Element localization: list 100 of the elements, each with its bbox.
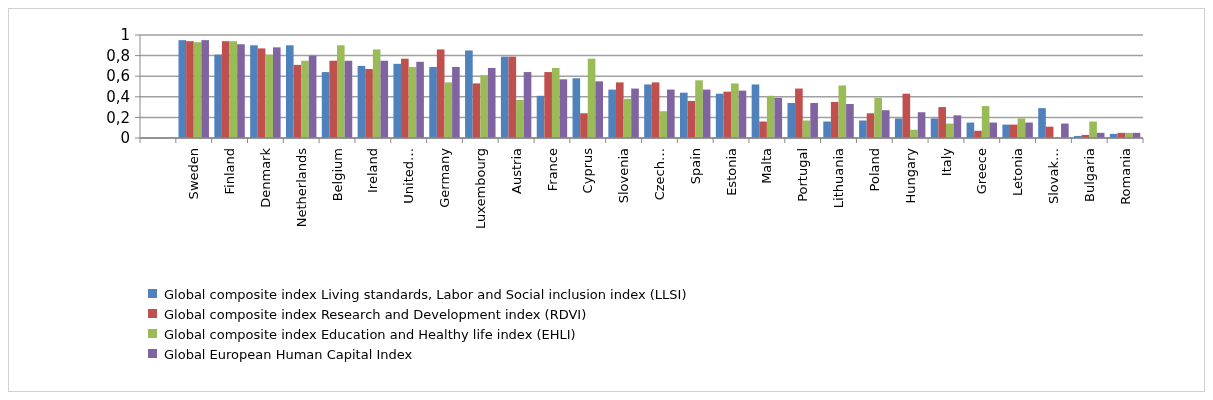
y-tick-label: 0,8 (106, 46, 130, 65)
bar (408, 66, 417, 138)
bar (810, 102, 818, 138)
bar (1002, 124, 1011, 138)
bar (487, 67, 496, 138)
bar (651, 82, 660, 138)
bar (680, 92, 688, 138)
bar (608, 89, 616, 138)
bar (551, 67, 560, 138)
bar (301, 60, 309, 138)
bar (795, 88, 803, 138)
x-tick-label: Finland (222, 148, 238, 195)
legend-label: Global composite index Living standards, Labor and Social inclusion index (LLSI) (164, 286, 687, 302)
bar (344, 60, 353, 138)
bar (329, 60, 338, 138)
bar (559, 79, 568, 138)
bar (372, 49, 381, 138)
x-tick-label: Bulgaria (1081, 148, 1097, 202)
x-tick-label: Letonia (1010, 148, 1026, 196)
bar (429, 66, 437, 138)
bar (321, 72, 330, 138)
x-tick-label: Cyprus (580, 147, 596, 194)
x-tick-label: United… (401, 148, 417, 204)
bar (465, 50, 473, 138)
bar (774, 97, 783, 138)
bar (365, 68, 373, 138)
bar (615, 82, 624, 138)
bar (1061, 123, 1069, 138)
bar (472, 83, 481, 138)
bar (250, 45, 258, 138)
bar (544, 72, 552, 138)
x-tick-label: Netherlands (293, 147, 309, 228)
legend-label: Global European Human Capital Index (164, 346, 413, 362)
bar (214, 54, 222, 138)
bar (881, 110, 890, 138)
bar (1025, 122, 1033, 138)
bar (830, 101, 839, 138)
bar (587, 58, 596, 138)
bar (823, 121, 831, 138)
x-tick-label: Belgium (329, 148, 345, 202)
x-tick-label: Ireland (365, 148, 381, 193)
bar (894, 118, 903, 138)
bar (631, 88, 639, 138)
bar (257, 48, 266, 138)
y-tick-label: 1 (120, 26, 130, 45)
bar (874, 97, 882, 138)
bar (201, 40, 209, 138)
bar (667, 89, 675, 138)
x-tick-label: Slovenia (616, 148, 632, 204)
bar (452, 66, 460, 138)
bar (523, 72, 532, 138)
bar (436, 49, 445, 138)
bar (751, 84, 760, 138)
bar (731, 83, 739, 138)
bar (1038, 108, 1046, 138)
x-tick-label: Portugal (795, 148, 811, 202)
x-tick-label: Italy (938, 147, 954, 177)
bar (444, 82, 453, 138)
bar (337, 45, 345, 138)
bar (285, 45, 294, 138)
bar (416, 61, 424, 138)
x-tick-label: Slovak… (1046, 148, 1061, 205)
bar (380, 60, 389, 138)
x-tick-label: Spain (687, 148, 703, 185)
bar (357, 65, 366, 138)
bar (221, 41, 230, 138)
bar (644, 84, 652, 138)
bar (293, 64, 302, 138)
x-tick-label: Lithuania (831, 148, 847, 209)
x-tick-label: Greece (974, 148, 990, 195)
bar (401, 58, 409, 138)
bar (580, 113, 588, 138)
x-tick-label: Poland (866, 148, 882, 192)
x-tick-label: Germany (437, 147, 453, 208)
bar (846, 104, 854, 138)
bar (695, 80, 703, 138)
x-tick-label: Czech… (651, 148, 667, 201)
bar (272, 47, 281, 138)
x-tick-label: Malta (759, 148, 775, 184)
x-tick-label: Luxembourg (472, 148, 488, 230)
x-tick-label: Denmark (257, 147, 273, 208)
bar (508, 56, 517, 138)
bar (723, 91, 732, 138)
bar (1010, 124, 1018, 138)
bar (516, 99, 524, 138)
bar (1089, 121, 1097, 138)
bar (229, 41, 238, 138)
legend-label: Global composite index Education and Healthy life index (EHLI) (164, 326, 576, 342)
y-tick-label: 0,2 (106, 108, 130, 127)
bar (193, 42, 202, 138)
bar (859, 120, 867, 138)
x-tick-label: Hungary (902, 147, 918, 204)
bar (178, 40, 187, 138)
bar (480, 75, 488, 138)
bar (237, 44, 245, 138)
bar (989, 122, 998, 138)
x-tick-label: France (544, 148, 560, 192)
bar (265, 54, 273, 138)
bar (308, 55, 317, 138)
x-tick-label: Sweden (186, 148, 202, 200)
